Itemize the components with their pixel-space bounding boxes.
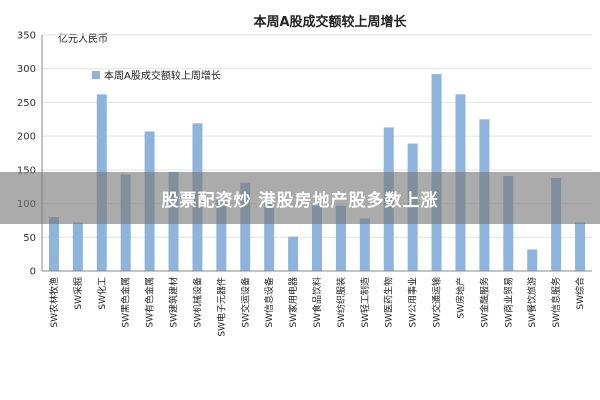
x-tick-label: SW食品饮料 — [311, 277, 323, 328]
chart-title: 本周A股成交额较上周增长 — [253, 14, 407, 30]
x-tick-label: SW黑色金属 — [120, 277, 132, 328]
legend-swatch — [92, 71, 100, 79]
y-tick-labels: 050100150200250300350 — [17, 31, 36, 278]
x-tick-label: SW医药生物 — [383, 277, 395, 328]
watermark-banner: 股票配资炒 港股房地产股多数上涨 — [0, 172, 600, 224]
x-tick-label: SW信息服务 — [550, 277, 562, 328]
y-tick-label: 50 — [23, 233, 36, 244]
x-tick-label: SW综合 — [574, 277, 586, 310]
bar — [359, 218, 370, 271]
bar — [240, 182, 251, 271]
bar — [264, 200, 275, 271]
x-tick-label: SW机械设备 — [191, 277, 203, 328]
watermark-text: 股票配资炒 港股房地产股多数上涨 — [161, 190, 439, 211]
legend: 本周A股成交额较上周增长 — [92, 69, 221, 82]
x-tick-label: SW餐饮旅游 — [526, 277, 538, 328]
y-tick-label: 350 — [17, 31, 36, 42]
bar — [288, 236, 299, 271]
y-unit-label: 亿元人民币 — [58, 32, 108, 45]
x-tick-label: SW农林牧渔 — [48, 277, 60, 328]
x-tick-label: SW金融服务 — [478, 277, 490, 328]
x-tick-label: SW公用事业 — [407, 277, 419, 328]
bar — [48, 217, 59, 271]
bar — [72, 222, 83, 271]
bar — [575, 222, 586, 271]
x-tick-label: SW有色金属 — [144, 277, 156, 328]
x-tick-label: SW房地产 — [454, 277, 466, 319]
bar — [335, 205, 346, 271]
x-tick-labels: SW农林牧渔 SW采掘 SW化工 SW黑色金属 SW有色金属 SW建筑建材 SW机械设备 SW… — [48, 277, 586, 337]
y-tick-label: 0 — [30, 267, 36, 278]
x-tick-label: SW交运设备 — [239, 277, 251, 328]
x-tick-label: SW信息设备 — [263, 277, 275, 328]
bar — [312, 205, 322, 271]
x-tick-label: SW轻工制造 — [359, 277, 371, 328]
y-tick-label: 300 — [17, 64, 36, 75]
x-tick-label: SW化工 — [96, 277, 108, 310]
x-tick-label: SW交通运输 — [431, 277, 443, 328]
y-tick-label: 250 — [17, 98, 36, 109]
x-tick-label: SW采掘 — [72, 277, 84, 310]
bar — [527, 249, 538, 271]
x-tick-label: SW电子元器件 — [215, 277, 227, 337]
x-tick-label: SW建筑建材 — [168, 277, 180, 328]
y-tick-label: 150 — [17, 165, 36, 176]
y-tick-label: 200 — [17, 132, 36, 143]
bar — [551, 177, 562, 271]
x-tick-label: SW纺织服装 — [335, 277, 347, 328]
legend-label: 本周A股成交额较上周增长 — [104, 69, 221, 82]
x-tick-label: SW家用电器 — [287, 277, 299, 328]
x-tick-label: SW商业贸易 — [502, 277, 514, 328]
bar — [216, 196, 227, 271]
